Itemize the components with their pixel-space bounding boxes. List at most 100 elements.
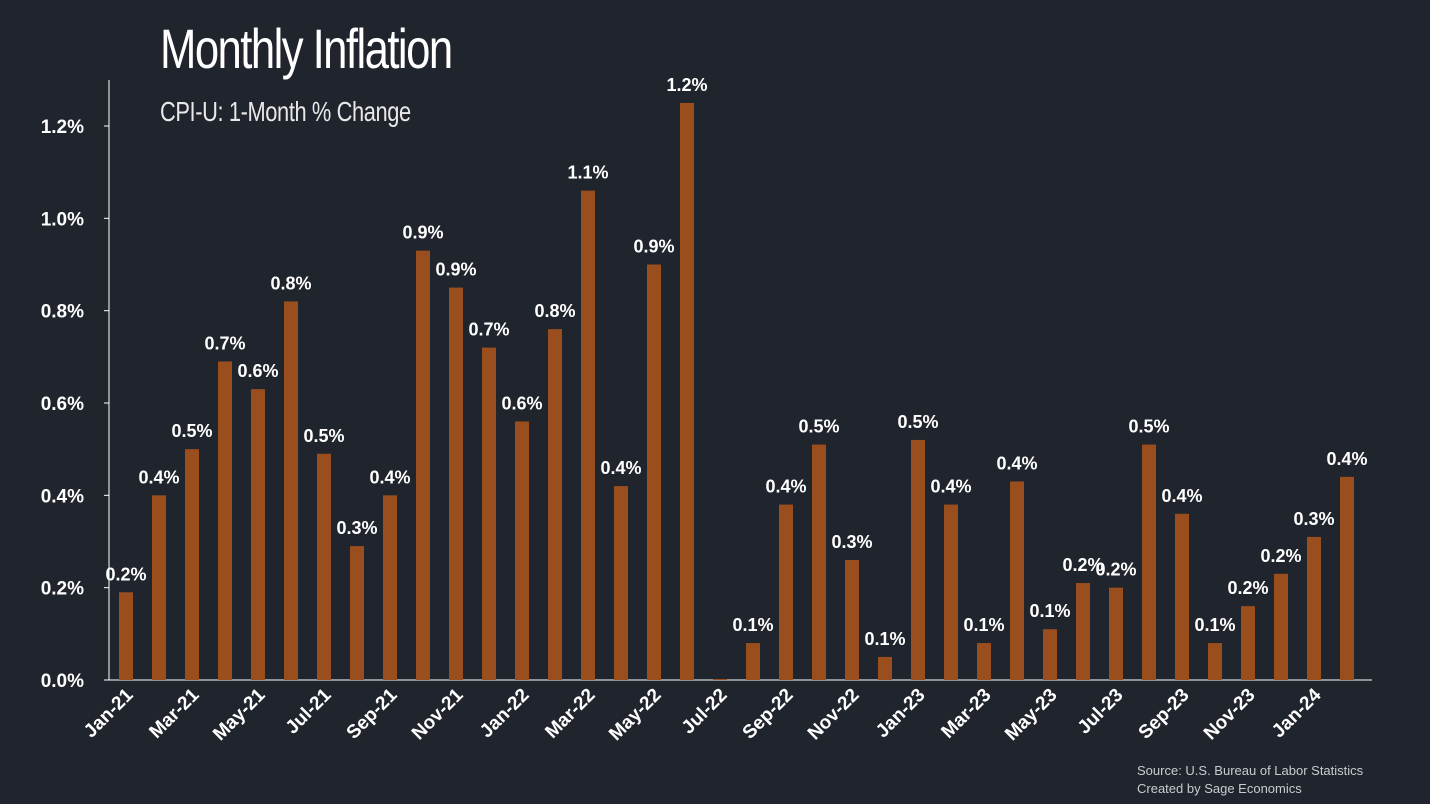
y-tick-label: 0.6% [41, 394, 84, 415]
data-label: 0.3% [831, 532, 872, 552]
bar [779, 504, 793, 680]
bar [1307, 536, 1321, 680]
x-tick-label: May-22 [605, 685, 665, 745]
x-tick-label: Jan-21 [80, 684, 138, 742]
data-label: 0.7% [468, 320, 509, 340]
bar [614, 486, 628, 680]
source-line: Source: U.S. Bureau of Labor Statistics [1137, 763, 1364, 778]
data-label: 0.2% [105, 564, 146, 584]
data-label: 0.6% [237, 361, 278, 381]
data-label: 0.2% [1095, 560, 1136, 580]
bar [317, 453, 331, 680]
bar [1142, 444, 1156, 680]
bar [878, 656, 892, 680]
y-tick-label: 0.0% [41, 671, 84, 692]
bar [1010, 481, 1024, 680]
data-label: 0.9% [402, 223, 443, 243]
data-label: 0.4% [369, 467, 410, 487]
bar [581, 190, 595, 680]
bar [1043, 629, 1057, 680]
bar [152, 495, 166, 680]
data-label: 0.5% [798, 417, 839, 437]
x-tick-label: Jul-23 [1074, 685, 1128, 739]
bar [284, 301, 298, 680]
data-label: 1.2% [666, 75, 707, 95]
x-tick-label: Jan-23 [872, 685, 929, 742]
source-note: Source: U.S. Bureau of Labor Statistics … [1137, 762, 1363, 798]
data-label: 0.7% [204, 333, 245, 353]
x-tick-label: May-23 [1001, 685, 1061, 745]
data-label: 0.8% [270, 273, 311, 293]
data-label: 0.4% [1161, 486, 1202, 506]
y-tick-label: 1.2% [41, 117, 84, 138]
x-tick-label: Sep-23 [1135, 685, 1194, 744]
data-label: 0.2% [1227, 578, 1268, 598]
bar [1076, 583, 1090, 680]
y-tick-label: 0.4% [41, 486, 84, 507]
data-label: 0.2% [1062, 555, 1103, 575]
bar [977, 643, 991, 680]
x-tick-label: Mar-22 [541, 685, 599, 743]
bar [746, 643, 760, 680]
x-tick-label: Jul-22 [678, 685, 732, 739]
data-label: 0.3% [336, 518, 377, 538]
bar [1109, 587, 1123, 680]
data-label: 0.6% [501, 393, 542, 413]
credit-line: Created by Sage Economics [1137, 781, 1302, 796]
bar [251, 389, 265, 680]
bar [680, 102, 694, 680]
bar [185, 449, 199, 680]
bar [383, 495, 397, 680]
data-label: 0.9% [633, 237, 674, 257]
data-label: 0.5% [897, 412, 938, 432]
bar [1340, 476, 1354, 680]
bar [119, 592, 133, 680]
data-label: 0.3% [1293, 509, 1334, 529]
data-label: 0.4% [996, 453, 1037, 473]
x-tick-label: Mar-23 [937, 685, 995, 743]
bar [482, 347, 496, 680]
data-label: 0.4% [1326, 449, 1367, 469]
data-label: 1.1% [567, 163, 608, 183]
data-label: 0.5% [171, 421, 212, 441]
data-label: 0.8% [534, 301, 575, 321]
bar [812, 444, 826, 680]
x-tick-label: May-21 [209, 684, 270, 745]
y-tick-label: 1.0% [41, 209, 84, 230]
data-label: 0.5% [303, 426, 344, 446]
y-tick-label: 0.2% [41, 579, 84, 600]
bar [845, 559, 859, 680]
bar [416, 250, 430, 680]
data-label: 0.1% [864, 629, 905, 649]
data-label: 0.1% [1029, 601, 1070, 621]
bar [350, 546, 364, 680]
data-label: 0.4% [600, 458, 641, 478]
data-label: 0.5% [1128, 417, 1169, 437]
x-tick-label: Jan-24 [1268, 684, 1326, 742]
bar [515, 421, 529, 680]
data-label: 0.4% [765, 477, 806, 497]
x-tick-label: Jul-21 [282, 684, 336, 738]
data-label: 0.1% [1194, 615, 1235, 635]
chart-title: Monthly Inflation [160, 17, 453, 80]
x-tick-label: Nov-23 [1200, 685, 1260, 745]
x-tick-label: Jan-22 [476, 685, 533, 742]
bar [713, 679, 727, 680]
bar [911, 439, 925, 680]
bar [647, 264, 661, 680]
chart-subtitle: CPI-U: 1-Month % Change [160, 96, 411, 127]
x-tick-label: Nov-21 [408, 684, 468, 744]
bar [548, 329, 562, 680]
x-tick-label: Sep-22 [739, 685, 798, 744]
bar [1208, 643, 1222, 680]
x-tick-label: Nov-22 [804, 685, 864, 745]
y-tick-label: 0.8% [41, 302, 84, 323]
x-tick-label: Mar-21 [145, 684, 203, 742]
bar [944, 504, 958, 680]
data-label: 0.9% [435, 260, 476, 280]
data-label: 0.2% [1260, 546, 1301, 566]
data-label: 0.1% [963, 615, 1004, 635]
data-label: 0.4% [138, 467, 179, 487]
